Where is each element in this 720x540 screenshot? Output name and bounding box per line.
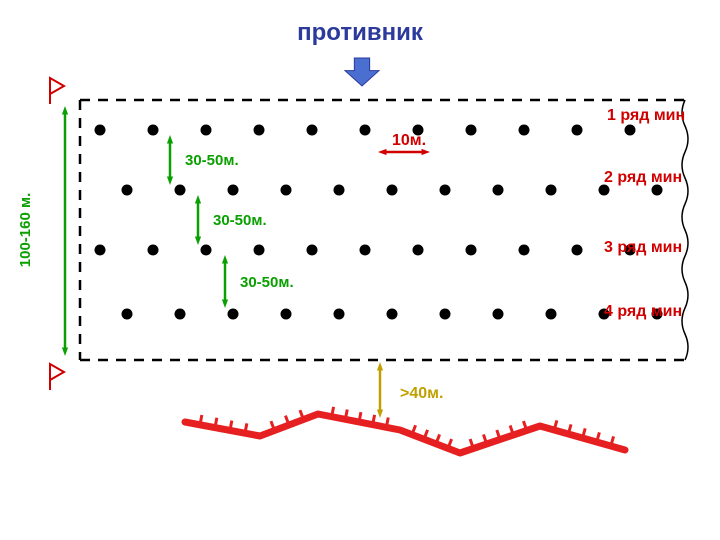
mine-dot (95, 125, 106, 136)
mine-dot (122, 309, 133, 320)
mine-dot (201, 125, 212, 136)
mine-dot (307, 245, 318, 256)
gap-label-3: 30-50м. (240, 274, 294, 291)
mine-dot (201, 245, 212, 256)
gap-label-1: 30-50м. (185, 152, 239, 169)
mine-dot (360, 245, 371, 256)
gap-label-2: 30-50м. (213, 212, 267, 229)
mine-dot (387, 185, 398, 196)
mine-dot (228, 309, 239, 320)
depth-label: 100-160 м. (17, 193, 34, 267)
mine-dot (148, 245, 159, 256)
mine-dot (466, 125, 477, 136)
mine-dot (175, 185, 186, 196)
title-label: противник (297, 19, 424, 46)
mine-dot (254, 245, 265, 256)
mine-dot (572, 245, 583, 256)
mine-dot (307, 125, 318, 136)
mine-dot (95, 245, 106, 256)
mine-dot (228, 185, 239, 196)
mine-dot (493, 309, 504, 320)
mine-dot (360, 125, 371, 136)
mine-dot (254, 125, 265, 136)
mine-dot (387, 309, 398, 320)
mine-dot (493, 185, 504, 196)
mine-dot (546, 185, 557, 196)
mine-dot (281, 185, 292, 196)
mine-dot (466, 245, 477, 256)
mine-dot (652, 185, 663, 196)
mine-dot (440, 185, 451, 196)
mine-dot (625, 125, 636, 136)
mine-dot (148, 125, 159, 136)
mine-dot (519, 245, 530, 256)
mine-dot (122, 185, 133, 196)
mine-dot (572, 125, 583, 136)
mine-dot (519, 125, 530, 136)
mine-dot (599, 185, 610, 196)
mine-dot (413, 245, 424, 256)
mine-dot (175, 309, 186, 320)
h-spacing-label: 10м. (392, 132, 426, 149)
row-label-1: 1 ряд мин (607, 107, 685, 124)
mine-dot (334, 309, 345, 320)
mine-dot (546, 309, 557, 320)
mine-dot (281, 309, 292, 320)
row-label-3: 3 ряд мин (604, 239, 682, 256)
row-label-4: 4 ряд мин (604, 303, 682, 320)
mine-dot (334, 185, 345, 196)
row-label-2: 2 ряд мин (604, 169, 682, 186)
distance-label: >40м. (400, 385, 443, 402)
mine-dot (440, 309, 451, 320)
